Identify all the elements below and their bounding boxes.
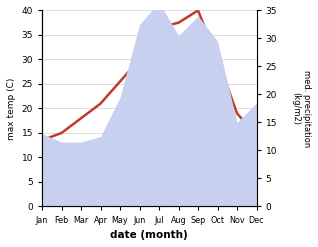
Y-axis label: max temp (C): max temp (C) (7, 77, 16, 140)
Y-axis label: med. precipitation
(kg/m2): med. precipitation (kg/m2) (291, 70, 311, 147)
X-axis label: date (month): date (month) (110, 230, 188, 240)
